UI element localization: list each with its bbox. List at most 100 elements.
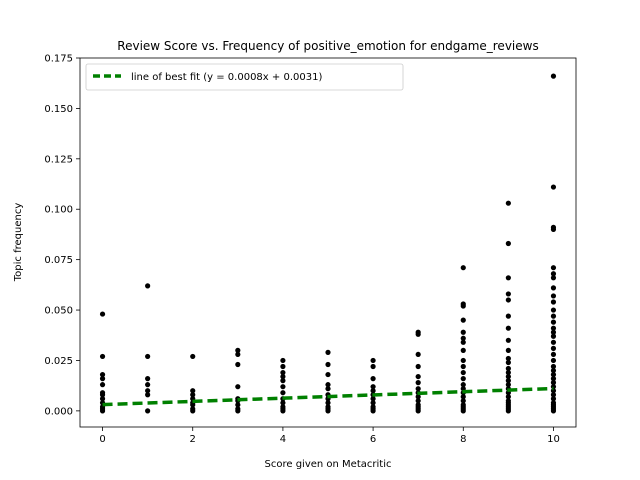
scatter-point [550, 275, 557, 281]
scatter-point [550, 184, 557, 190]
scatter-point [550, 271, 557, 277]
scatter-point [550, 351, 557, 358]
scatter-point [415, 351, 421, 358]
scatter-point [99, 382, 106, 388]
scatter-point [460, 339, 466, 345]
scatter-point [460, 398, 466, 404]
scatter-point [505, 297, 511, 303]
scatter-point [550, 73, 557, 79]
scatter-point [415, 386, 421, 392]
fit-layer [102, 386, 554, 407]
scatter-point [99, 353, 106, 360]
scatter-point [460, 369, 466, 376]
legend-label: line of best fit (y = 0.0008x + 0.0031) [131, 72, 322, 83]
scatter-point [460, 408, 466, 414]
scatter-point [460, 363, 466, 370]
scatter-point [99, 396, 106, 402]
scatter-point [550, 392, 557, 398]
scatter-point [190, 408, 196, 414]
scatter-point [280, 408, 286, 414]
scatter-point [415, 373, 421, 380]
scatter-point [145, 392, 151, 398]
scatter-point [415, 331, 421, 337]
plot-frame [79, 57, 577, 428]
scatter-point [550, 299, 557, 305]
scatter-point [550, 376, 557, 382]
scatter-point [370, 396, 376, 402]
scatter-point [190, 353, 196, 360]
fit-line [102, 386, 554, 407]
scatter-point [460, 394, 466, 400]
scatter-point [145, 283, 151, 289]
scatter-point [190, 388, 196, 394]
scatter-point [505, 313, 511, 319]
scatter-point [190, 402, 196, 408]
scatter-point [460, 376, 466, 382]
scatter-point [190, 392, 196, 398]
x-tick-label: 8 [460, 434, 466, 445]
scatter-point [460, 382, 466, 388]
scatter-point [505, 394, 511, 400]
scatter-point [460, 317, 466, 323]
x-axis: 0 2 4 6 8 10 [99, 427, 560, 445]
y-tick-label: 0.175 [44, 54, 73, 65]
scatter-point [550, 293, 557, 299]
scatter-point [99, 408, 106, 414]
y-tick-label: 0.100 [44, 205, 73, 216]
x-tick-label: 10 [547, 434, 560, 445]
scatter-point [325, 408, 331, 414]
y-axis: 0.000 0.025 0.050 0.075 0.100 0.125 0.150 0.175 [44, 54, 80, 417]
scatter-point [505, 359, 511, 366]
scatter-point [415, 363, 421, 370]
scatter-point [370, 384, 376, 390]
scatter-point [280, 378, 286, 384]
points-layer [99, 73, 557, 414]
scatter-point [550, 388, 557, 394]
scatter-point [550, 367, 557, 374]
scatter-point [325, 382, 331, 388]
scatter-point [460, 329, 466, 335]
scatter-point [505, 382, 511, 388]
scatter-point [99, 376, 106, 382]
scatter-point [460, 265, 466, 271]
scatter-point [505, 275, 511, 281]
scatter-point [550, 313, 557, 319]
x-tick-label: 0 [99, 434, 105, 445]
y-tick-label: 0.050 [44, 306, 73, 317]
scatter-point [280, 373, 286, 380]
scatter-point [550, 285, 557, 291]
scatter-point [550, 363, 557, 370]
x-axis-label: Score given on Metacritic [265, 459, 392, 470]
scatter-point [415, 380, 421, 386]
scatter-point [235, 361, 241, 368]
scatter-point [505, 369, 511, 376]
scatter-point [370, 388, 376, 394]
y-tick-label: 0.150 [44, 104, 73, 115]
scatter-point [460, 303, 466, 309]
scatter-point [145, 376, 151, 382]
scatter-point [415, 398, 421, 404]
scatter-point [550, 396, 557, 402]
scatter-point [505, 240, 511, 247]
y-tick-label: 0.125 [44, 154, 73, 165]
scatter-point [370, 363, 376, 370]
scatter-point [99, 392, 106, 398]
scatter-point [505, 365, 511, 372]
scatter-point [280, 357, 286, 364]
scatter-point [550, 371, 557, 378]
scatter-point [550, 357, 557, 364]
scatter-point [505, 373, 511, 380]
scatter-point [280, 384, 286, 390]
x-tick-label: 6 [370, 434, 376, 445]
scatter-point [325, 371, 331, 378]
scatter-point [550, 384, 557, 390]
scatter-point [505, 200, 511, 206]
scatter-point [415, 408, 421, 414]
scatter-point [550, 226, 557, 232]
scatter-point [460, 357, 466, 364]
scatter-point [145, 408, 151, 414]
scatter-point [280, 363, 286, 370]
scatter-point [550, 329, 557, 335]
scatter-point [99, 371, 106, 378]
